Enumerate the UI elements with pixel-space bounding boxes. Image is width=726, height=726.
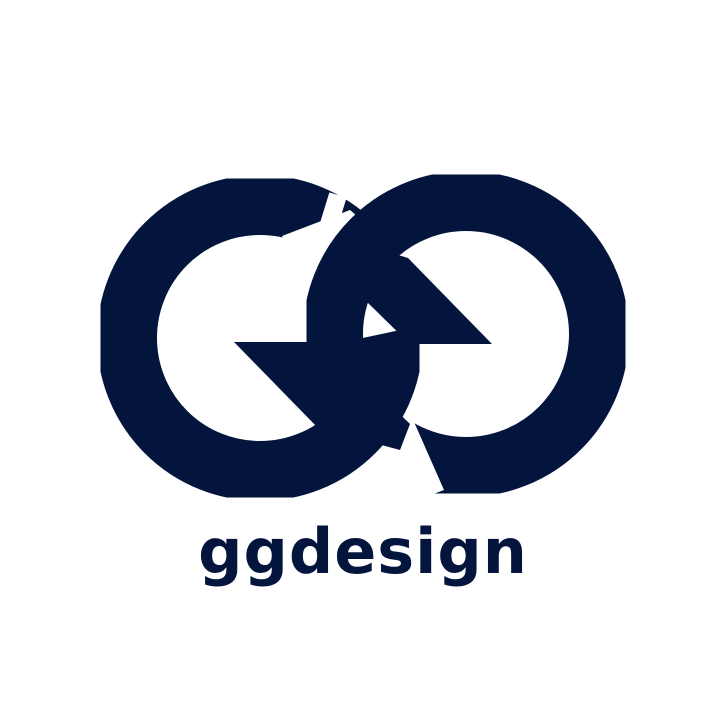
left-g-ring <box>97 175 423 501</box>
right-g-ring <box>303 171 629 497</box>
right-g-bar <box>326 236 492 344</box>
brand-wordmark: ggdesign <box>198 515 528 588</box>
